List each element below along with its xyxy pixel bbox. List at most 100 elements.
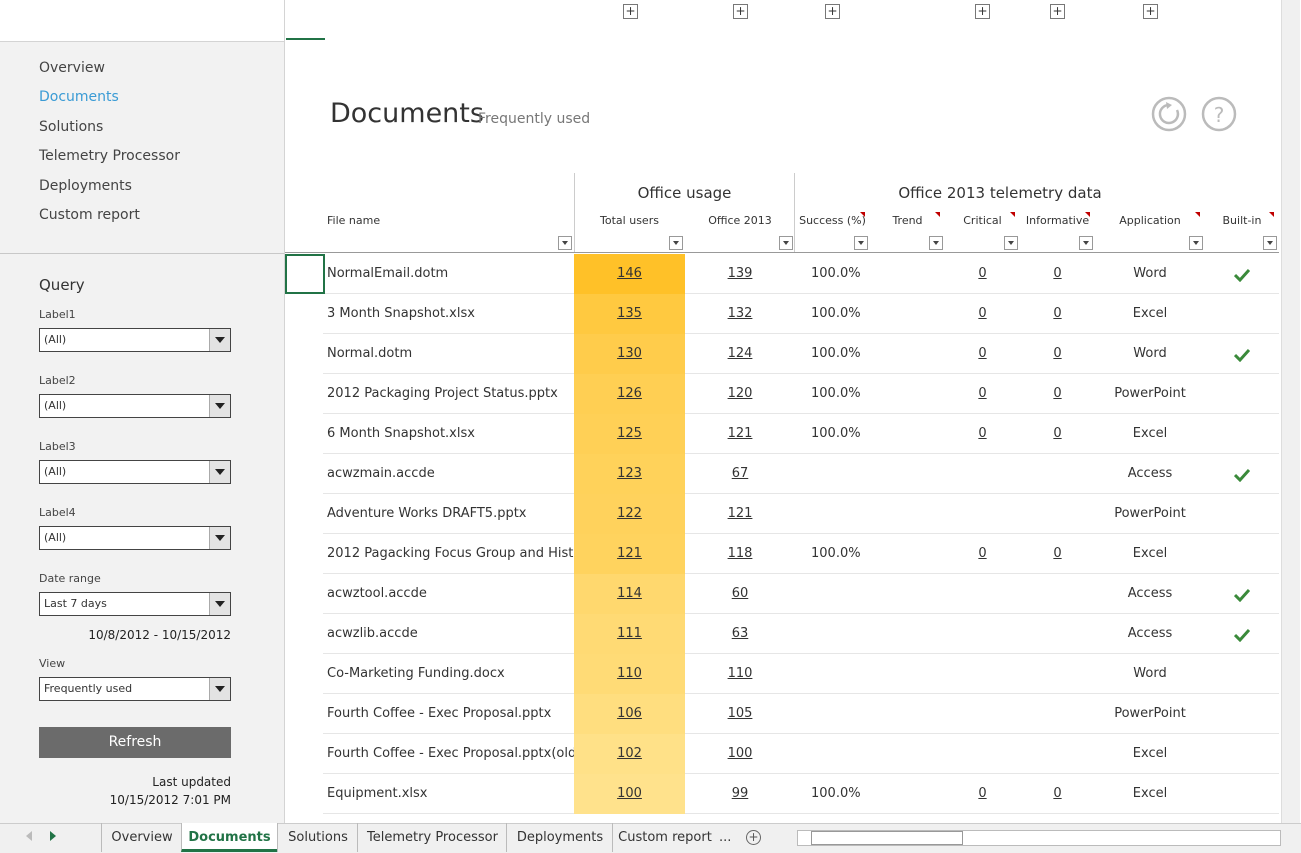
total-users[interactable]: 125 [574,414,685,454]
application: Excel [1132,746,1168,761]
row-line [323,373,1279,374]
application: Word [1133,666,1167,681]
office-2013[interactable]: 60 [731,586,749,601]
field-value: (All) [44,399,67,412]
filter-button[interactable] [779,236,793,250]
total-users[interactable]: 110 [574,654,685,694]
success: 100.0% [811,786,861,801]
filter-button[interactable] [854,236,868,250]
filter-button[interactable] [669,236,683,250]
total-users[interactable]: 106 [574,694,685,734]
office-2013[interactable]: 121 [727,506,753,521]
selection-marker [286,38,325,40]
view-dropdown[interactable]: Frequently used [39,677,231,701]
critical[interactable]: 0 [978,266,987,281]
office-2013[interactable]: 120 [727,386,753,401]
sheet-tab[interactable]: Documents [181,823,277,852]
critical[interactable]: 0 [978,306,987,321]
outline-button[interactable]: + [1143,4,1158,19]
total-users[interactable]: 114 [574,574,685,614]
office-2013[interactable]: 67 [731,466,749,481]
office-2013[interactable]: 105 [727,706,753,721]
informative[interactable]: 0 [1053,346,1062,361]
office-2013[interactable]: 121 [727,426,753,441]
field-dropdown[interactable]: (All) [39,460,231,484]
critical[interactable]: 0 [978,546,987,561]
total-users[interactable]: 135 [574,294,685,334]
file-name: Normal.dotm [327,346,413,361]
informative[interactable]: 0 [1053,266,1062,281]
success: 100.0% [811,306,861,321]
field-dropdown[interactable]: Last 7 days [39,592,231,616]
total-users[interactable]: 123 [574,454,685,494]
nav-item[interactable]: Deployments [39,177,132,194]
informative[interactable]: 0 [1053,306,1062,321]
informative[interactable]: 0 [1053,386,1062,401]
total-users[interactable]: 102 [574,734,685,774]
outline-button[interactable]: + [1050,4,1065,19]
active-cell[interactable] [285,254,325,294]
total-users[interactable]: 111 [574,614,685,654]
office-2013[interactable]: 139 [727,266,753,281]
total-users[interactable]: 122 [574,494,685,534]
sheet-tab[interactable]: Custom report [612,823,717,852]
application: Excel [1132,546,1168,561]
sheet-tab[interactable]: Overview [101,823,182,852]
comment-marker [1269,212,1274,217]
filter-button[interactable] [1004,236,1018,250]
office-2013[interactable]: 100 [727,746,753,761]
critical[interactable]: 0 [978,426,987,441]
filter-button[interactable] [558,236,572,250]
nav-item[interactable]: Documents [39,89,119,106]
tab-scroll-right[interactable] [50,831,56,841]
nav-item[interactable]: Custom report [39,207,140,223]
critical[interactable]: 0 [978,346,987,361]
office-2013[interactable]: 118 [727,546,753,561]
nav-item[interactable]: Overview [39,60,105,76]
critical[interactable]: 0 [978,386,987,401]
filter-button[interactable] [929,236,943,250]
add-sheet[interactable]: + [746,830,761,845]
help-icon[interactable]: ? [1201,96,1237,132]
field-value: Last 7 days [44,597,107,610]
informative[interactable]: 0 [1053,426,1062,441]
office-2013[interactable]: 132 [727,306,753,321]
application: PowerPoint [1114,386,1186,401]
scroll-thumb[interactable] [811,831,963,845]
file-name: 6 Month Snapshot.xlsx [327,426,475,441]
total-users[interactable]: 121 [574,534,685,574]
sheet-tab[interactable]: Deployments [506,823,613,852]
vertical-scrollbar[interactable] [1281,0,1300,823]
total-users[interactable]: 146 [574,254,685,294]
outline-button[interactable]: + [733,4,748,19]
field-dropdown[interactable]: (All) [39,526,231,550]
nav-item[interactable]: Telemetry Processor [39,148,180,165]
office-2013[interactable]: 124 [727,346,753,361]
field-dropdown[interactable]: (All) [39,394,231,418]
filter-button[interactable] [1079,236,1093,250]
office-2013[interactable]: 110 [727,666,753,681]
total-users[interactable]: 130 [574,334,685,374]
refresh-button[interactable]: Refresh [39,727,231,758]
refresh-icon[interactable] [1151,96,1187,132]
nav-item[interactable]: Solutions [39,118,104,135]
office-2013[interactable]: 63 [731,626,749,641]
total-users[interactable]: 126 [574,374,685,414]
file-name: 2012 Packaging Project Status.pptx [327,386,558,401]
tab-scroll-left[interactable] [26,831,32,841]
total-users[interactable]: 100 [574,774,685,814]
informative[interactable]: 0 [1053,546,1062,561]
sheet-tab[interactable]: Telemetry Processor [357,823,507,852]
outline-button[interactable]: + [975,4,990,19]
critical[interactable]: 0 [978,786,987,801]
more-tabs[interactable]: ... [719,830,732,845]
outline-button[interactable]: + [623,4,638,19]
filter-button[interactable] [1189,236,1203,250]
filter-button[interactable] [1263,236,1277,250]
field-dropdown[interactable]: (All) [39,328,231,352]
check-icon [1233,348,1251,363]
sheet-tab[interactable]: Solutions [277,823,358,852]
informative[interactable]: 0 [1053,786,1062,801]
outline-button[interactable]: + [825,4,840,19]
office-2013[interactable]: 99 [731,786,749,801]
